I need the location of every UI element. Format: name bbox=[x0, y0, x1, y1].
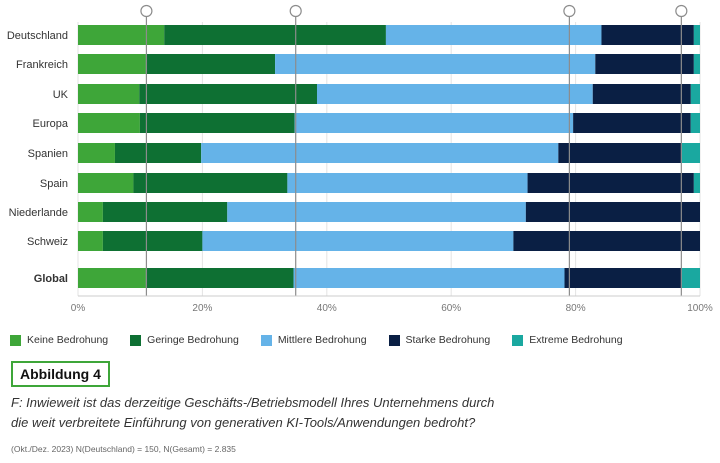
legend: Keine Bedrohung Geringe Bedrohung Mittlere… bbox=[10, 331, 710, 349]
bar-segment bbox=[681, 268, 700, 288]
bar-segment bbox=[690, 113, 700, 133]
bar-segment bbox=[201, 143, 559, 163]
bar-segment bbox=[527, 173, 694, 193]
bar-segment bbox=[294, 113, 574, 133]
category-label: UK bbox=[53, 89, 69, 101]
legend-label: Keine Bedrohung bbox=[27, 334, 109, 346]
reference-marker bbox=[140, 4, 153, 18]
x-axis-ticks: 0% 20% 40% 60% 80% 100% bbox=[71, 295, 713, 314]
bar-segment bbox=[275, 54, 596, 74]
legend-label: Geringe Bedrohung bbox=[147, 334, 239, 346]
legend-label: Starke Bedrohung bbox=[405, 334, 491, 346]
question-line-2: die weit verbreitete Einführung von gene… bbox=[11, 415, 476, 430]
legend-swatch bbox=[388, 334, 400, 346]
bar-segment bbox=[78, 143, 115, 163]
reference-lines bbox=[140, 4, 688, 296]
bar-segment bbox=[139, 113, 295, 133]
bar-segment bbox=[227, 202, 526, 222]
category-label: Schweiz bbox=[27, 236, 68, 248]
legend-swatch bbox=[512, 334, 524, 346]
bar-segment bbox=[513, 231, 700, 251]
legend-label: Mittlere Bedrohung bbox=[277, 334, 367, 346]
bar-segment bbox=[114, 143, 202, 163]
bar-segment bbox=[573, 113, 691, 133]
bar-segment bbox=[78, 173, 134, 193]
category-label: Niederlande bbox=[9, 207, 68, 219]
x-tick-label: 40% bbox=[317, 303, 337, 314]
legend-item: Geringe Bedrohung bbox=[130, 334, 239, 346]
category-label: Deutschland bbox=[7, 30, 68, 42]
bar-segment bbox=[681, 143, 700, 163]
category-label: Europa bbox=[33, 118, 69, 130]
bar-segment bbox=[316, 84, 593, 104]
legend-label: Extreme Bedrohung bbox=[529, 334, 623, 346]
legend-item: Keine Bedrohung bbox=[10, 334, 108, 346]
bar-segment bbox=[693, 173, 700, 193]
bar-segment bbox=[385, 25, 602, 45]
survey-question: F: Inwieweit ist das derzeitige Geschäft… bbox=[11, 393, 631, 433]
bar-segment bbox=[202, 231, 514, 251]
category-label: Frankreich bbox=[16, 59, 68, 71]
bar-segment bbox=[78, 113, 140, 133]
bar-segment bbox=[102, 202, 228, 222]
bar-segment bbox=[78, 202, 103, 222]
stacked-bar-chart: Deutschland Frankreich UK Europa Spanien Spai… bbox=[7, 4, 713, 314]
bar-segment bbox=[558, 143, 682, 163]
x-tick-label: 80% bbox=[566, 303, 586, 314]
bar-segment bbox=[78, 84, 140, 104]
x-tick-label: 60% bbox=[441, 303, 461, 314]
bar-segment bbox=[595, 54, 694, 74]
category-label: Global bbox=[34, 273, 68, 285]
legend-item: Mittlere Bedrohung bbox=[260, 334, 367, 346]
bar-segment bbox=[592, 84, 691, 104]
reference-marker bbox=[675, 4, 688, 18]
figure-label: Abbildung 4 bbox=[11, 361, 110, 387]
bar-segment bbox=[133, 173, 288, 193]
bar-segment bbox=[287, 173, 528, 193]
x-tick-label: 0% bbox=[71, 303, 86, 314]
legend-swatch bbox=[10, 334, 21, 346]
legend-item: Starke Bedrohung bbox=[388, 334, 491, 346]
category-label: Spanien bbox=[28, 148, 68, 160]
bar-segment bbox=[164, 25, 386, 45]
bar-segment bbox=[693, 25, 700, 45]
bar-segment bbox=[525, 202, 700, 222]
bar-segment bbox=[78, 231, 103, 251]
legend-swatch bbox=[130, 334, 142, 346]
bar-segment bbox=[145, 268, 294, 288]
bar-segment bbox=[693, 54, 700, 74]
category-labels: Deutschland Frankreich UK Europa Spanien Spai… bbox=[7, 30, 69, 285]
bar-segment bbox=[78, 25, 165, 45]
legend-item: Extreme Bedrohung bbox=[512, 334, 623, 346]
bar-segment bbox=[102, 231, 203, 251]
category-label: Spain bbox=[40, 178, 68, 190]
bar-segment bbox=[78, 268, 146, 288]
bar-segment bbox=[145, 54, 276, 74]
reference-marker bbox=[563, 4, 576, 18]
bar-segment bbox=[564, 268, 682, 288]
x-tick-label: 20% bbox=[192, 303, 212, 314]
question-line-1: F: Inwieweit ist das derzeitige Geschäft… bbox=[11, 395, 495, 410]
x-tick-label: 100% bbox=[687, 303, 713, 314]
bar-segment bbox=[690, 84, 700, 104]
bar-segment bbox=[293, 268, 565, 288]
bars bbox=[78, 25, 700, 288]
reference-marker bbox=[289, 4, 302, 18]
footnote: (Okt./Dez. 2023) N(Deutschland) = 150, N… bbox=[11, 444, 236, 454]
bar-segment bbox=[601, 25, 694, 45]
bar-segment bbox=[139, 84, 317, 104]
bar-segment bbox=[78, 54, 146, 74]
legend-swatch bbox=[260, 334, 272, 346]
